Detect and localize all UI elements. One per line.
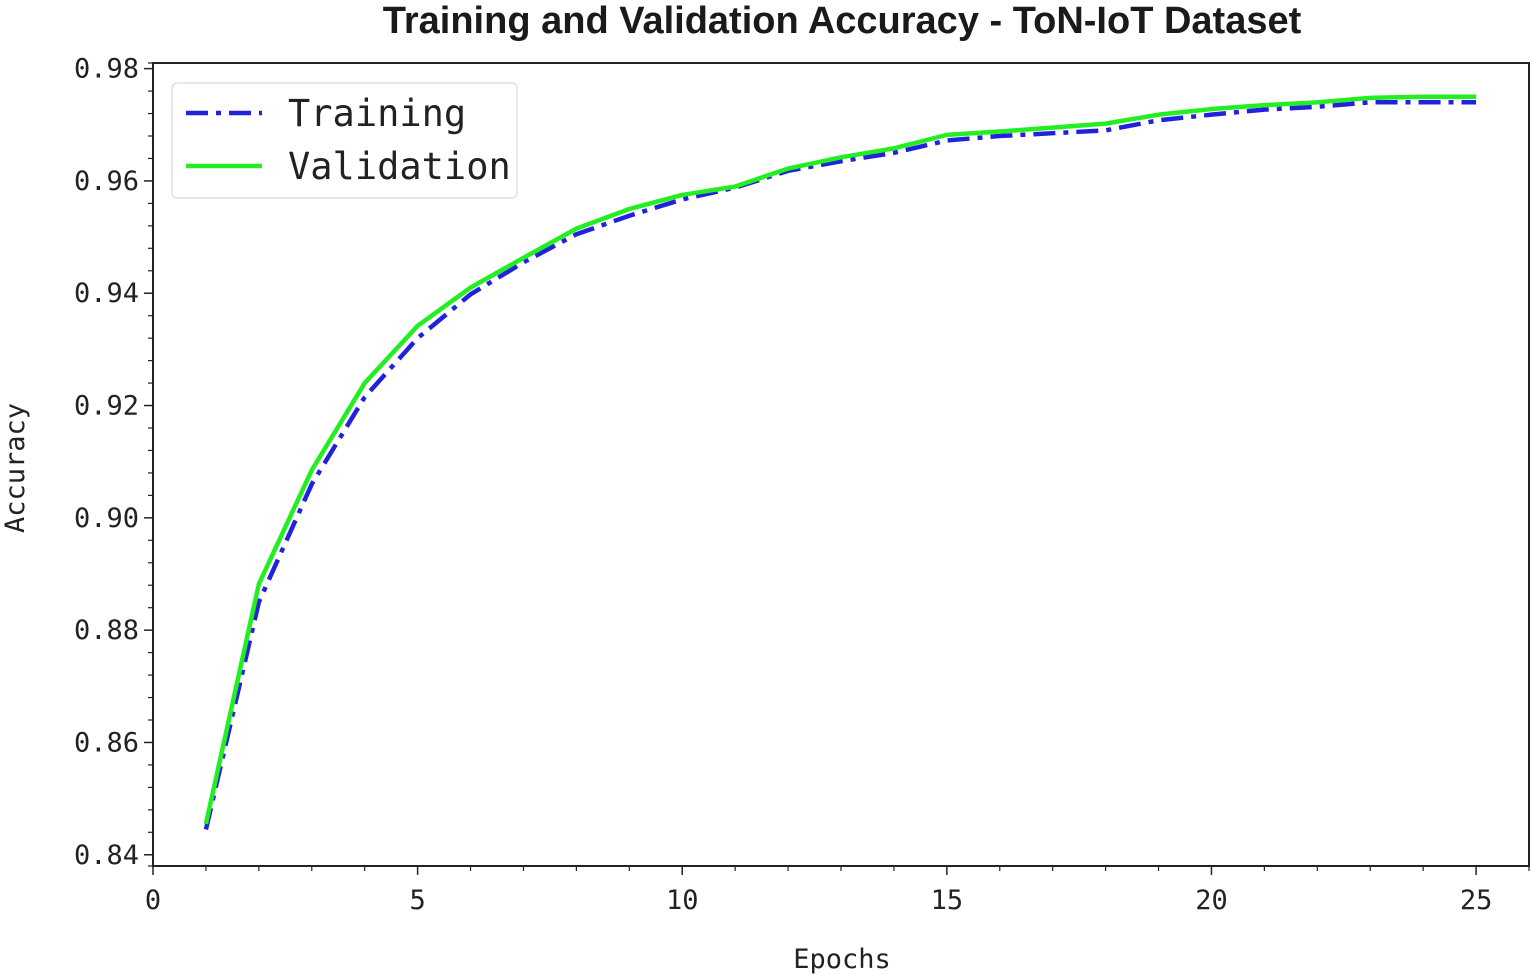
legend: Training Validation: [171, 82, 518, 199]
y-tick-label: 0.88: [74, 615, 139, 646]
x-tick-label: 25: [1460, 885, 1493, 916]
y-axis-label: Accuracy: [0, 403, 31, 533]
y-axis: 0.84 0.86 0.88 0.90 0.92 0.94 0.96 0.98: [74, 54, 153, 871]
y-tick-label: 0.98: [74, 54, 139, 85]
y-tick-label: 0.90: [74, 503, 139, 534]
legend-label-training: Training: [288, 92, 466, 135]
y-tick-label: 0.92: [74, 391, 139, 422]
x-axis-label: Epochs: [793, 944, 891, 975]
x-tick-label: 0: [145, 885, 161, 916]
chart-title: Training and Validation Accuracy - ToN-I…: [383, 0, 1302, 42]
x-tick-label: 10: [666, 885, 699, 916]
plot-series: [203, 94, 1477, 831]
y-tick-label: 0.84: [74, 840, 139, 871]
series-line-training: [203, 100, 1477, 831]
y-tick-label: 0.96: [74, 166, 139, 197]
x-tick-label: 15: [931, 885, 964, 916]
y-tick-label: 0.94: [74, 278, 139, 309]
legend-frame: [171, 82, 518, 199]
x-tick-label: 20: [1195, 885, 1228, 916]
series-line-validation: [203, 94, 1477, 825]
legend-label-validation: Validation: [288, 145, 511, 188]
x-tick-label: 5: [409, 885, 425, 916]
x-axis: 0 5 10 15 20 25: [145, 866, 1530, 916]
y-tick-label: 0.86: [74, 727, 139, 758]
